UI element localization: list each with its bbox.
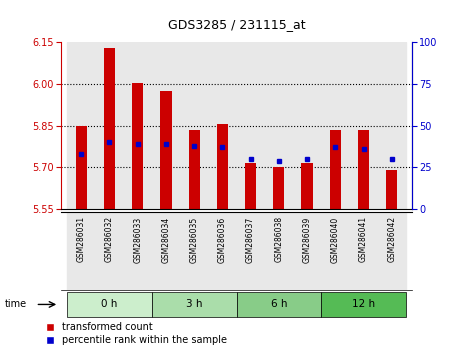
Text: 6 h: 6 h (271, 299, 287, 309)
Bar (236, 292, 321, 317)
Bar (236, 212, 265, 290)
Bar (67, 292, 152, 317)
Text: GSM286032: GSM286032 (105, 216, 114, 262)
Bar (321, 292, 406, 317)
Bar (265, 42, 293, 209)
Text: GSM286039: GSM286039 (303, 216, 312, 263)
Text: GSM286031: GSM286031 (77, 216, 86, 262)
Text: GSM286034: GSM286034 (161, 216, 170, 263)
Text: 0 h: 0 h (101, 299, 118, 309)
Bar (96, 212, 123, 290)
Bar (377, 42, 406, 209)
Bar (330, 130, 341, 209)
Bar (350, 212, 377, 290)
Text: GSM286035: GSM286035 (190, 216, 199, 263)
Text: 12 h: 12 h (352, 299, 375, 309)
Bar (67, 212, 96, 290)
Bar (152, 42, 180, 209)
Text: GSM286033: GSM286033 (133, 216, 142, 263)
Text: GSM286040: GSM286040 (331, 216, 340, 263)
Text: GSM286036: GSM286036 (218, 216, 227, 263)
Text: GDS3285 / 231115_at: GDS3285 / 231115_at (168, 18, 305, 31)
Bar (265, 212, 293, 290)
Bar (217, 124, 228, 209)
Bar (160, 91, 172, 209)
Bar (245, 163, 256, 209)
Bar (208, 42, 236, 209)
Text: GSM286041: GSM286041 (359, 216, 368, 262)
Bar (301, 163, 313, 209)
Text: GSM286037: GSM286037 (246, 216, 255, 263)
Bar (123, 212, 152, 290)
Bar (358, 130, 369, 209)
Bar (386, 170, 397, 209)
Bar (123, 42, 152, 209)
Bar (321, 212, 350, 290)
Text: GSM286038: GSM286038 (274, 216, 283, 262)
Text: time: time (5, 299, 27, 309)
Bar (350, 42, 377, 209)
Bar (76, 126, 87, 209)
Bar (67, 42, 96, 209)
Text: GSM286042: GSM286042 (387, 216, 396, 262)
Bar (293, 42, 321, 209)
Bar (152, 292, 236, 317)
Bar (273, 167, 284, 209)
Bar (180, 42, 208, 209)
Bar (236, 42, 265, 209)
Bar (189, 130, 200, 209)
Bar (180, 212, 208, 290)
Bar (132, 83, 143, 209)
Legend: transformed count, percentile rank within the sample: transformed count, percentile rank withi… (43, 319, 231, 349)
Bar (293, 212, 321, 290)
Bar (208, 212, 236, 290)
Bar (321, 42, 350, 209)
Bar (96, 42, 123, 209)
Bar (104, 48, 115, 209)
Text: 3 h: 3 h (186, 299, 202, 309)
Bar (377, 212, 406, 290)
Bar (152, 212, 180, 290)
